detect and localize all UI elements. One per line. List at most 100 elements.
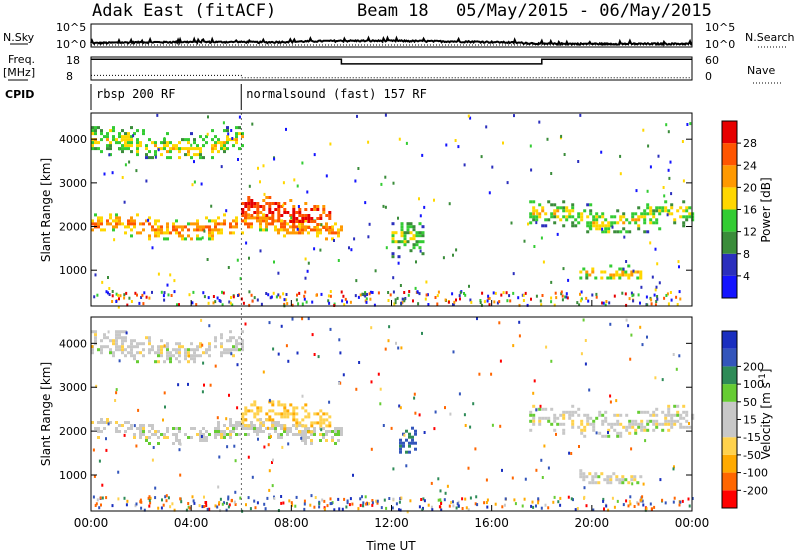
scatter-cell [310, 494, 313, 498]
echo-cell [627, 276, 631, 280]
echo-cell [334, 231, 337, 235]
echo-cell [298, 211, 302, 214]
echo-cell [541, 224, 545, 228]
echo-cell [591, 481, 595, 485]
echo-cell [606, 481, 610, 485]
scatter-cell [670, 192, 673, 196]
echo-cell [172, 225, 175, 229]
echo-cell [295, 421, 299, 425]
echo-cell [160, 153, 163, 157]
ground-scatter-cell [118, 297, 120, 301]
echo-cell [622, 227, 626, 231]
echo-cell [235, 421, 238, 424]
scatter-cell [236, 363, 239, 367]
scatter-cell [202, 361, 205, 365]
echo-cell [118, 141, 121, 145]
echo-cell [691, 215, 695, 219]
echo-cell [124, 144, 127, 148]
ground-scatter-cell [371, 499, 374, 502]
echo-cell [532, 413, 536, 417]
ground-scatter-cell [219, 497, 222, 501]
colorbar-swatch [722, 401, 737, 420]
echo-cell [121, 330, 124, 334]
echo-cell [292, 217, 296, 220]
echo-cell [184, 357, 187, 361]
echo-cell [121, 348, 124, 352]
echo-cell [301, 228, 304, 232]
echo-cell [286, 430, 289, 433]
echo-cell [226, 433, 229, 436]
ground-scatter-cell [130, 300, 133, 303]
echo-cell [229, 330, 232, 334]
echo-cell [94, 427, 97, 430]
echo-cell [241, 345, 244, 349]
ground-scatter-cell [117, 497, 120, 501]
echo-cell [184, 138, 187, 142]
ground-scatter-cell [191, 495, 194, 499]
ground-scatter-cell [253, 296, 256, 300]
echo-cell [553, 209, 557, 213]
echo-cell [235, 424, 238, 427]
echo-cell [103, 135, 106, 139]
echo-cell [136, 150, 139, 154]
echo-cell [118, 132, 121, 136]
echo-cell [100, 421, 103, 424]
scatter-cell [532, 391, 535, 395]
ground-scatter-cell [504, 497, 507, 501]
ground-scatter-cell [450, 501, 452, 504]
echo-cell [169, 150, 172, 154]
echo-cell [136, 138, 139, 142]
scatter-cell [560, 134, 563, 138]
scatter-cell [635, 189, 638, 193]
echo-cell [175, 427, 178, 430]
echo-cell [310, 424, 314, 428]
echo-cell [139, 424, 142, 427]
echo-cell [541, 416, 545, 420]
echo-cell [148, 138, 151, 142]
scatter-cell [352, 473, 354, 477]
ground-scatter-cell [531, 500, 534, 504]
scatter-cell [200, 435, 203, 438]
ground-scatter-cell [649, 502, 652, 506]
echo-cell [166, 436, 169, 439]
echo-cell [199, 150, 202, 154]
echo-cell [538, 416, 542, 420]
echo-cell [124, 225, 127, 229]
time-axis-ticks: 00:00 04:00 08:00 12:00 16:00 20:00 00:00 [74, 113, 709, 530]
ground-scatter-cell [247, 496, 250, 500]
scatter-cell [214, 364, 217, 368]
echo-cell [223, 433, 226, 436]
echo-cell [199, 430, 202, 433]
echo-cell [295, 211, 299, 214]
scatter-cell [267, 443, 270, 447]
echo-cell [298, 430, 302, 434]
scatter-cell [631, 482, 634, 486]
ground-scatter-cell [203, 505, 206, 508]
echo-cell [301, 222, 304, 226]
echo-cell [253, 400, 257, 404]
scatter-cell [676, 303, 679, 306]
echo-cell [205, 439, 208, 442]
echo-cell [292, 418, 296, 422]
ground-scatter-cell [535, 504, 537, 508]
echo-cell [223, 222, 226, 226]
echo-cell [241, 418, 245, 422]
scatter-cell [400, 346, 403, 350]
ground-scatter-cell [430, 505, 433, 509]
echo-cell [622, 212, 626, 216]
ground-scatter-cell [388, 497, 391, 500]
ground-scatter-cell [408, 290, 411, 293]
echo-cell [148, 336, 151, 340]
echo-cell [166, 357, 169, 361]
echo-cell [130, 144, 133, 148]
ground-scatter-cell [603, 507, 605, 511]
echo-cell [220, 436, 223, 439]
echo-cell [673, 413, 677, 417]
echo-cell [157, 348, 160, 352]
echo-cell [157, 231, 160, 235]
echo-cell [295, 418, 299, 422]
echo-cell [402, 444, 405, 448]
echo-cell [682, 224, 686, 228]
scatter-cell [282, 203, 285, 207]
echo-cell [307, 436, 310, 439]
